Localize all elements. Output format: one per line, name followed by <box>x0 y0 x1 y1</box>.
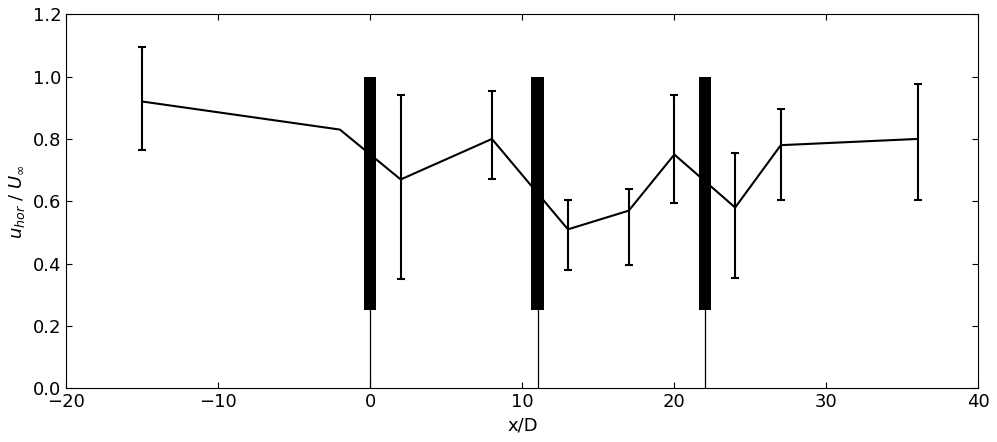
Bar <box>699 76 711 310</box>
Bar <box>531 76 543 310</box>
Y-axis label: $u_{hor}$ / $U_{\infty}$: $u_{hor}$ / $U_{\infty}$ <box>7 164 27 239</box>
X-axis label: x/D: x/D <box>507 417 537 435</box>
Bar <box>364 76 377 310</box>
